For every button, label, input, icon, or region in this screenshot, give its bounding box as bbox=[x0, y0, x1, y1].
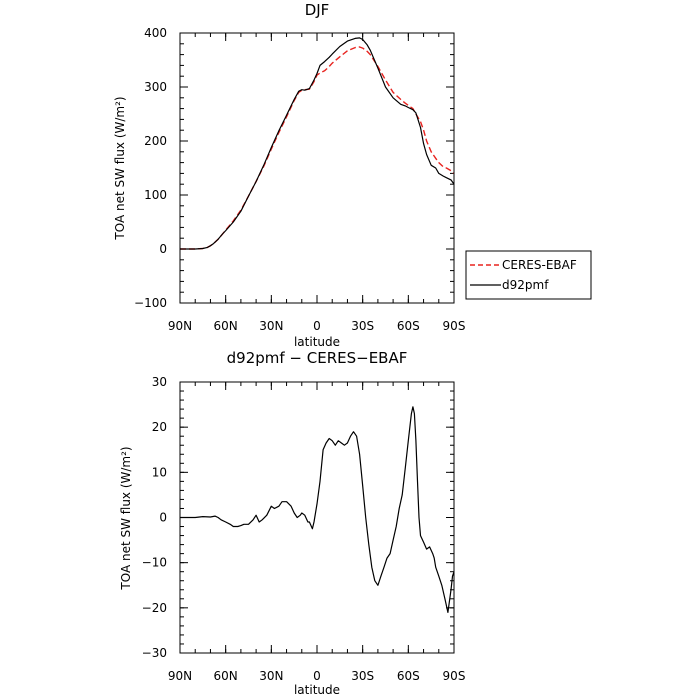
bottom-chart-x-tick-labels: 90N 60N 30N 0 30S 60S 90S bbox=[168, 669, 466, 683]
y-tick-label: 400 bbox=[144, 26, 167, 40]
top-chart-y-tick-labels: −100 0 100 200 300 400 bbox=[134, 26, 167, 310]
x-tick-label: 90S bbox=[443, 669, 466, 683]
y-tick-label: −30 bbox=[142, 646, 167, 660]
y-tick-label: 300 bbox=[144, 80, 167, 94]
bottom-chart-x-axis-label: latitude bbox=[294, 683, 340, 697]
top-chart-x-tick-labels: 90N 60N 30N 0 30S 60S 90S bbox=[168, 319, 466, 333]
bottom-series-line-0 bbox=[180, 406, 455, 614]
y-tick-label: −100 bbox=[134, 296, 167, 310]
y-tick-label: 10 bbox=[152, 465, 167, 479]
top-chart-series bbox=[180, 37, 455, 250]
x-tick-label: 60S bbox=[397, 669, 420, 683]
y-tick-label: −10 bbox=[142, 556, 167, 570]
x-tick-label: 60N bbox=[214, 319, 238, 333]
x-tick-label: 90S bbox=[443, 319, 466, 333]
y-tick-label: 30 bbox=[152, 375, 167, 389]
top-chart-panel: DJF 90N 60N 30N 0 30S 60S 90S −100 0 100 200 300 40… bbox=[113, 1, 592, 349]
x-tick-label: 60N bbox=[214, 669, 238, 683]
top-chart-plot-frame bbox=[179, 32, 455, 304]
top-chart-legend: CERES-EBAF d92pmf bbox=[465, 250, 592, 300]
y-tick-label: 0 bbox=[159, 511, 167, 525]
x-tick-label: 30N bbox=[259, 319, 283, 333]
bottom-chart-title: d92pmf − CERES−EBAF bbox=[227, 349, 408, 367]
y-tick-label: 200 bbox=[144, 134, 167, 148]
x-tick-label: 30S bbox=[351, 669, 374, 683]
x-tick-label: 0 bbox=[313, 319, 321, 333]
y-tick-label: −20 bbox=[142, 601, 167, 615]
legend-box bbox=[465, 250, 592, 300]
top-chart-y-axis-label: TOA net SW flux (W/m²) bbox=[113, 96, 127, 240]
y-tick-label: 100 bbox=[144, 188, 167, 202]
x-tick-label: 0 bbox=[313, 669, 321, 683]
top-series-line-d92pmf bbox=[180, 37, 455, 250]
top-chart-x-axis-label: latitude bbox=[294, 335, 340, 349]
legend-d92pmf-label: d92pmf bbox=[502, 278, 549, 292]
top-chart-title: DJF bbox=[305, 1, 330, 19]
legend-ceres-ebaf-label: CERES-EBAF bbox=[502, 258, 577, 272]
x-tick-label: 60S bbox=[397, 319, 420, 333]
y-tick-label: 20 bbox=[152, 420, 167, 434]
bottom-chart-ticks bbox=[179, 381, 455, 654]
x-tick-label: 30N bbox=[259, 669, 283, 683]
x-tick-label: 90N bbox=[168, 669, 192, 683]
bottom-chart-y-tick-labels: −30 −20 −10 0 10 20 30 bbox=[142, 375, 167, 660]
x-tick-label: 90N bbox=[168, 319, 192, 333]
bottom-chart-series bbox=[180, 406, 455, 614]
y-tick-label: 0 bbox=[159, 242, 167, 256]
x-tick-label: 30S bbox=[351, 319, 374, 333]
bottom-chart-plot-frame bbox=[179, 381, 455, 654]
bottom-chart-panel: d92pmf − CERES−EBAF 90N 60N 30N 0 30S 60S 90S … bbox=[119, 349, 465, 697]
top-series-line-ceres-ebaf bbox=[180, 46, 455, 250]
bottom-chart-y-axis-label: TOA net SW flux (W/m²) bbox=[119, 446, 133, 590]
